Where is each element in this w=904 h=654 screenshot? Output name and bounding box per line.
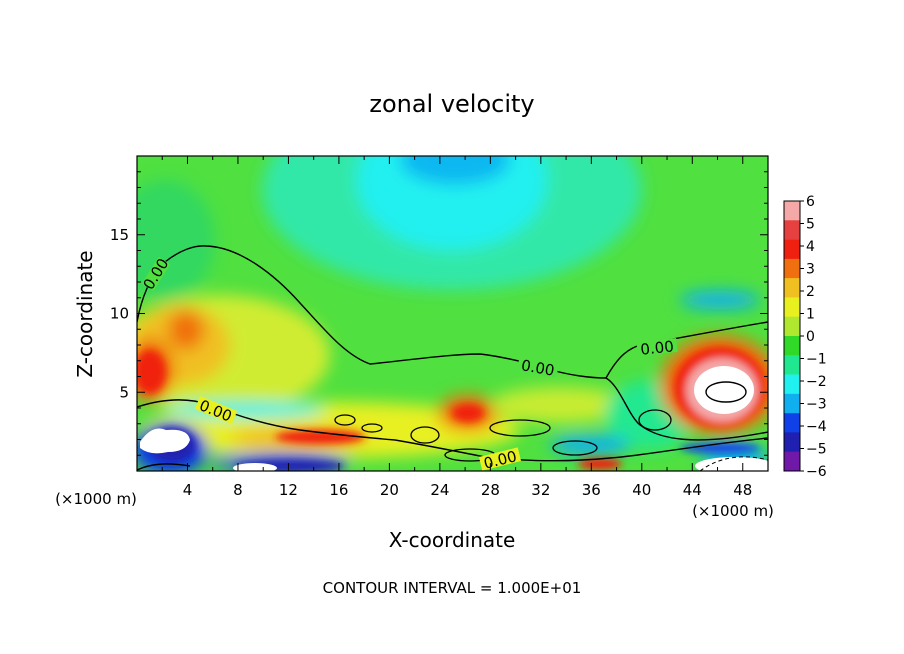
x-tick-label-4: 20 xyxy=(380,481,399,499)
x-unit-label: (×1000 m) xyxy=(55,490,137,508)
x-tick-label-5: 24 xyxy=(430,481,449,499)
colorbar-tick-label-11: −5 xyxy=(806,442,827,458)
x-tick-label-11: 48 xyxy=(733,481,752,499)
y-tick-label-0: 5 xyxy=(119,383,129,401)
x-tick-label-8: 36 xyxy=(582,481,601,499)
colorbar-swatch-11 xyxy=(784,413,800,433)
velocity-field: 0.00 0.00 0.00 0.00 0.00 xyxy=(137,156,768,473)
colorbar: 6 5 4 3 2 1 0 −1 −2 −3 −4 −5 −6 xyxy=(783,194,827,480)
zero-contour-bottom-right xyxy=(699,456,768,471)
colorbar-tick-label-3: 3 xyxy=(806,262,815,278)
contour-label-1: 0.00 xyxy=(520,356,556,380)
contour-label-2: 0.00 xyxy=(640,337,675,358)
colorbar-swatch-13 xyxy=(784,451,800,472)
colorbar-tick-label-0: 6 xyxy=(806,194,815,210)
contour-label-4: 0.00 xyxy=(482,447,519,473)
colorbar-swatch-12 xyxy=(784,432,800,453)
colorbar-swatch-3 xyxy=(784,258,800,279)
x-unit-label-right: (×1000 m) xyxy=(692,502,774,520)
colorbar-swatch-0 xyxy=(784,201,800,221)
colorbar-tick-label-5: 1 xyxy=(806,307,815,323)
low-velocity-patch-2 xyxy=(233,463,277,471)
contour-interval-note: CONTOUR INTERVAL = 1.000E+01 xyxy=(323,579,582,597)
colorbar-swatch-4 xyxy=(784,278,800,298)
low-velocity-patch-3 xyxy=(695,457,768,471)
colorbar-tick-label-7: −1 xyxy=(806,352,827,368)
colorbar-swatch-1 xyxy=(784,220,800,240)
colorbar-tick-label-2: 4 xyxy=(806,239,815,255)
zero-contour-cells xyxy=(334,409,672,462)
colorbar-tick-label-1: 5 xyxy=(806,217,815,233)
low-velocity-patch xyxy=(140,428,190,454)
colorbar-swatch-10 xyxy=(784,393,800,414)
x-tick-label-2: 12 xyxy=(279,481,298,499)
colorbar-tick-label-6: 0 xyxy=(806,329,815,345)
y-axis-label: Z-coordinate xyxy=(73,250,97,377)
x-tick-label-0: 4 xyxy=(183,481,193,499)
colorbar-tick-label-10: −4 xyxy=(806,419,827,435)
colorbar-swatch-6 xyxy=(784,316,800,337)
colorbar-tick-label-12: −6 xyxy=(806,464,827,480)
high-velocity-core xyxy=(694,366,754,414)
y-tick-label-2: 15 xyxy=(110,226,129,244)
colorbar-swatch-7 xyxy=(784,336,800,356)
x-axis-label: X-coordinate xyxy=(389,528,516,552)
zero-contour-upper xyxy=(137,245,768,441)
colorbar-tick-label-4: 2 xyxy=(806,284,815,300)
x-tick-label-1: 8 xyxy=(233,481,243,499)
colorbar-swatch-8 xyxy=(784,355,800,375)
x-tick-label-6: 28 xyxy=(481,481,500,499)
colorbar-tick-label-8: −2 xyxy=(806,374,827,390)
x-tick-label-10: 44 xyxy=(683,481,702,499)
x-tick-label-3: 16 xyxy=(329,481,348,499)
chart-title: zonal velocity xyxy=(369,90,534,118)
colorbar-swatch-5 xyxy=(784,297,800,318)
colorbar-swatch-2 xyxy=(784,239,800,260)
y-tick-label-1: 10 xyxy=(110,305,129,323)
zero-contour-bottom-left xyxy=(137,463,191,471)
x-tick-label-9: 40 xyxy=(632,481,651,499)
y-axis: 5 10 15 xyxy=(110,171,768,456)
core-contour xyxy=(705,381,747,403)
x-axis: 4 8 12 16 20 24 28 32 36 40 44 48 xyxy=(161,156,752,499)
colorbar-tick-label-9: −3 xyxy=(806,397,827,413)
x-tick-label-7: 32 xyxy=(531,481,550,499)
colorbar-swatch-9 xyxy=(784,374,800,395)
